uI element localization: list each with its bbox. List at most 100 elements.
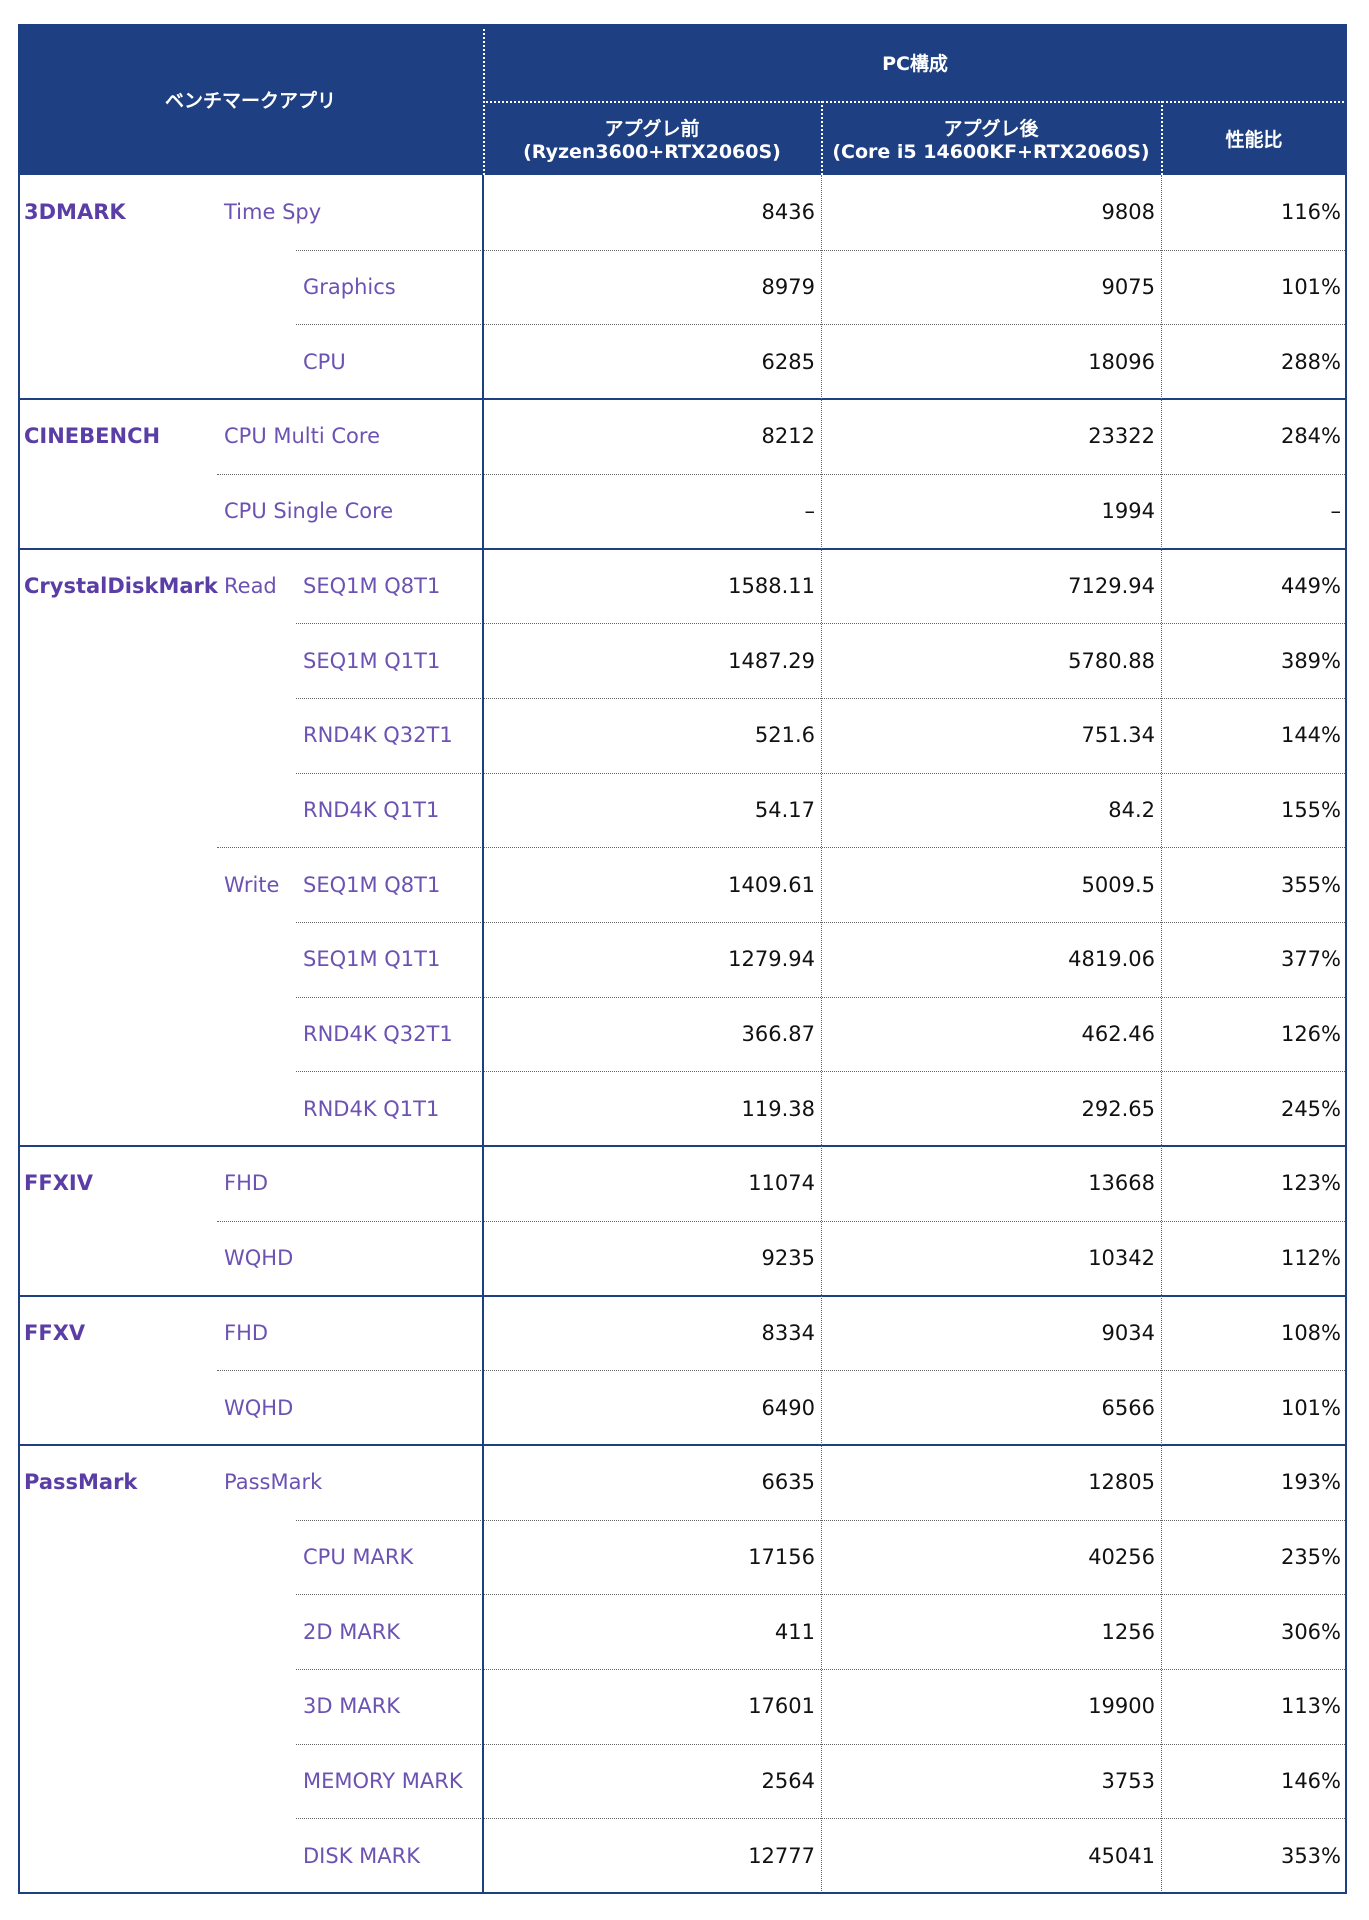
after-value: 1256 <box>1101 1619 1155 1644</box>
item-label: 2D MARK <box>303 1619 401 1644</box>
row-divider <box>217 1370 1347 1372</box>
header-divider <box>483 24 485 175</box>
item-label: CPU MARK <box>303 1544 414 1569</box>
ratio-value: 126% <box>1280 1022 1341 1047</box>
before-value: 2564 <box>761 1769 815 1794</box>
ratio-value: 377% <box>1280 947 1341 972</box>
ratio-value: 146% <box>1280 1769 1341 1794</box>
after-value: 7129.94 <box>1068 573 1155 598</box>
item-label: DISK MARK <box>303 1843 420 1868</box>
group-divider <box>18 398 1347 401</box>
before-value: 8436 <box>761 200 815 225</box>
group-divider <box>18 547 1347 550</box>
item-label: RND4K Q1T1 <box>303 797 440 822</box>
after-value: 5009.5 <box>1081 872 1155 897</box>
before-value: 521.6 <box>754 723 815 748</box>
after-value: 5780.88 <box>1068 648 1155 673</box>
col-divider <box>1161 175 1162 1894</box>
item-label: SEQ1M Q8T1 <box>303 872 441 897</box>
item-label: SEQ1M Q1T1 <box>303 648 441 673</box>
app-name: CINEBENCH <box>24 424 161 449</box>
before-value: 11074 <box>748 1171 815 1196</box>
ratio-value: 389% <box>1280 648 1341 673</box>
header-bg <box>18 24 1347 175</box>
header-line: アプグレ後 <box>943 117 1039 140</box>
ratio-value: 101% <box>1280 275 1341 300</box>
header-before: アプグレ前 (Ryzen3600+RTX2060S) <box>483 101 821 175</box>
before-value: 17601 <box>748 1694 815 1719</box>
item-label: RND4K Q32T1 <box>303 723 453 748</box>
ratio-value: 245% <box>1280 1096 1341 1121</box>
ratio-value: – <box>1330 499 1342 524</box>
sub-label: CPU Single Core <box>224 499 394 524</box>
col-divider <box>482 175 484 1894</box>
header-divider <box>1161 101 1163 175</box>
after-value: 4819.06 <box>1068 947 1155 972</box>
ratio-value: 123% <box>1280 1171 1341 1196</box>
after-value: 9034 <box>1101 1320 1155 1345</box>
item-label: Graphics <box>303 275 396 300</box>
after-value: 19900 <box>1088 1694 1155 1719</box>
col-divider <box>821 175 822 1894</box>
after-value: 12805 <box>1088 1470 1155 1495</box>
before-value: 6285 <box>761 349 815 374</box>
after-value: 1994 <box>1101 499 1155 524</box>
item-label: 3D MARK <box>303 1694 401 1719</box>
after-value: 462.46 <box>1081 1022 1155 1047</box>
sub-label: Time Spy <box>224 200 322 225</box>
header-line: (Ryzen3600+RTX2060S) <box>523 140 781 163</box>
ratio-value: 288% <box>1280 349 1341 374</box>
item-label: SEQ1M Q1T1 <box>303 947 441 972</box>
before-value: 1588.11 <box>728 573 815 598</box>
header-line: (Core i5 14600KF+RTX2060S) <box>832 140 1150 163</box>
ratio-value: 116% <box>1280 200 1341 225</box>
sub-label: WQHD <box>224 1246 294 1271</box>
header-pc: PC構成 <box>882 53 948 75</box>
item-label: CPU <box>303 349 346 374</box>
ratio-value: 235% <box>1280 1544 1341 1569</box>
item-label: RND4K Q32T1 <box>303 1022 453 1047</box>
before-value: – <box>804 499 816 524</box>
ratio-value: 101% <box>1280 1395 1341 1420</box>
after-value: 292.65 <box>1081 1096 1155 1121</box>
row-divider <box>217 847 1347 849</box>
ratio-value: 155% <box>1280 797 1341 822</box>
before-value: 8212 <box>761 424 815 449</box>
before-value: 54.17 <box>754 797 815 822</box>
sub-label: CPU Multi Core <box>224 424 380 449</box>
item-label: MEMORY MARK <box>303 1769 463 1794</box>
header-after: アプグレ後 (Core i5 14600KF+RTX2060S) <box>821 101 1161 175</box>
before-value: 411 <box>774 1619 815 1644</box>
before-value: 366.87 <box>741 1022 815 1047</box>
group-divider <box>18 1294 1347 1297</box>
after-value: 751.34 <box>1081 723 1155 748</box>
after-value: 45041 <box>1088 1843 1155 1868</box>
ratio-value: 144% <box>1280 723 1341 748</box>
header-app: ベンチマークアプリ <box>164 90 336 112</box>
row-divider <box>217 1220 1347 1222</box>
sub-label: WQHD <box>224 1395 294 1420</box>
after-value: 18096 <box>1088 349 1155 374</box>
before-value: 12777 <box>748 1843 815 1868</box>
ratio-value: 355% <box>1280 872 1341 897</box>
before-value: 9235 <box>761 1246 815 1271</box>
header-divider <box>821 101 823 175</box>
app-name: PassMark <box>24 1470 138 1495</box>
after-value: 3753 <box>1101 1769 1155 1794</box>
ratio-value: 353% <box>1280 1843 1341 1868</box>
sub-label: FHD <box>224 1171 269 1196</box>
before-value: 1487.29 <box>728 648 815 673</box>
ratio-value: 112% <box>1280 1246 1341 1271</box>
before-value: 1279.94 <box>728 947 815 972</box>
row-divider <box>217 473 1347 475</box>
sub-label: FHD <box>224 1320 269 1345</box>
group-divider <box>18 1145 1347 1148</box>
before-value: 6635 <box>761 1470 815 1495</box>
after-value: 9808 <box>1101 200 1155 225</box>
after-value: 10342 <box>1088 1246 1155 1271</box>
item-label: RND4K Q1T1 <box>303 1096 440 1121</box>
border <box>18 24 1347 1895</box>
ratio-value: 193% <box>1280 1470 1341 1495</box>
before-value: 6490 <box>761 1395 815 1420</box>
